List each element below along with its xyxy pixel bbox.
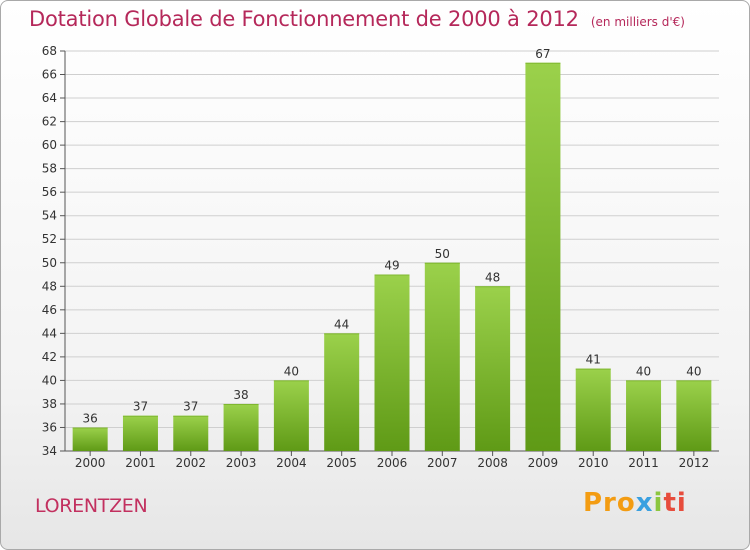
x-tick-label: 2007 [427, 456, 458, 470]
chart-title-text: Dotation Globale de Fonctionnement de 20… [29, 7, 579, 31]
y-tick-label: 66 [42, 68, 57, 82]
labels: 34 36 38 40 42 44 46 48 50 52 54 56 58 60 62 64 66 68 36 20… [42, 44, 709, 470]
logo-part-3: i [653, 488, 664, 518]
chart-title: Dotation Globale de Fonctionnement de 20… [29, 7, 685, 31]
x-tick-label: 2004 [276, 456, 307, 470]
bar-2009 [525, 62, 561, 451]
bar-value-label: 37 [133, 400, 148, 414]
y-tick-label: 64 [42, 91, 57, 105]
chart-unit: (en milliers d'€) [590, 15, 685, 29]
bar-value-label: 40 [686, 364, 701, 378]
y-tick-label: 68 [42, 44, 57, 58]
y-tick-label: 54 [42, 209, 57, 223]
bar-2010 [575, 368, 611, 451]
bar-2002 [173, 415, 209, 451]
y-tick-label: 60 [42, 138, 57, 152]
x-tick-label: 2009 [528, 456, 559, 470]
y-tick-label: 36 [42, 420, 57, 434]
logo-part-2: x [635, 488, 654, 518]
x-tick-label: 2005 [326, 456, 357, 470]
x-tick-label: 2008 [477, 456, 508, 470]
bar-value-label: 40 [636, 364, 651, 378]
x-tick-label: 2001 [125, 456, 156, 470]
bar-value-label: 37 [183, 400, 198, 414]
logo-part-4: ti [663, 488, 687, 518]
x-tick-label: 2002 [175, 456, 206, 470]
bar-2000 [72, 427, 108, 451]
x-tick-label: 2011 [628, 456, 659, 470]
proxiti-logo[interactable]: Proxiti [583, 488, 687, 518]
y-tick-label: 52 [42, 232, 57, 246]
x-tick-label: 2012 [679, 456, 710, 470]
bar-2004 [273, 380, 309, 451]
bar-2007 [424, 262, 460, 451]
bar-value-label: 41 [586, 353, 601, 367]
y-tick-label: 48 [42, 279, 57, 293]
bar-2008 [475, 286, 511, 451]
bar-value-label: 40 [284, 364, 299, 378]
y-tick-label: 40 [42, 373, 57, 387]
bar-value-label: 49 [384, 259, 399, 273]
bar-2006 [374, 274, 410, 451]
bar-2003 [223, 403, 259, 451]
y-tick-label: 50 [42, 256, 57, 270]
bar-value-label: 38 [233, 388, 248, 402]
bar-2011 [626, 380, 662, 451]
bar-value-label: 44 [334, 317, 349, 331]
y-tick-label: 46 [42, 303, 57, 317]
x-tick-label: 2006 [377, 456, 408, 470]
bar-2012 [676, 380, 712, 451]
x-tick-label: 2010 [578, 456, 609, 470]
logo-part-1: Pro [583, 488, 636, 518]
y-tick-label: 38 [42, 397, 57, 411]
y-tick-label: 56 [42, 185, 57, 199]
bar-2001 [122, 415, 158, 451]
bar-value-label: 48 [485, 270, 500, 284]
y-tick-label: 58 [42, 162, 57, 176]
bar-value-label: 50 [435, 247, 450, 261]
bar-2005 [324, 333, 360, 451]
bar-value-label: 36 [83, 411, 98, 425]
y-tick-label: 34 [42, 444, 57, 458]
x-tick-label: 2003 [226, 456, 257, 470]
y-tick-label: 44 [42, 326, 57, 340]
x-tick-label: 2000 [75, 456, 106, 470]
commune-name: LORENTZEN [35, 495, 148, 517]
y-tick-label: 42 [42, 350, 57, 364]
y-tick-label: 62 [42, 115, 57, 129]
bars [72, 62, 712, 451]
bar-value-label: 67 [535, 47, 550, 61]
